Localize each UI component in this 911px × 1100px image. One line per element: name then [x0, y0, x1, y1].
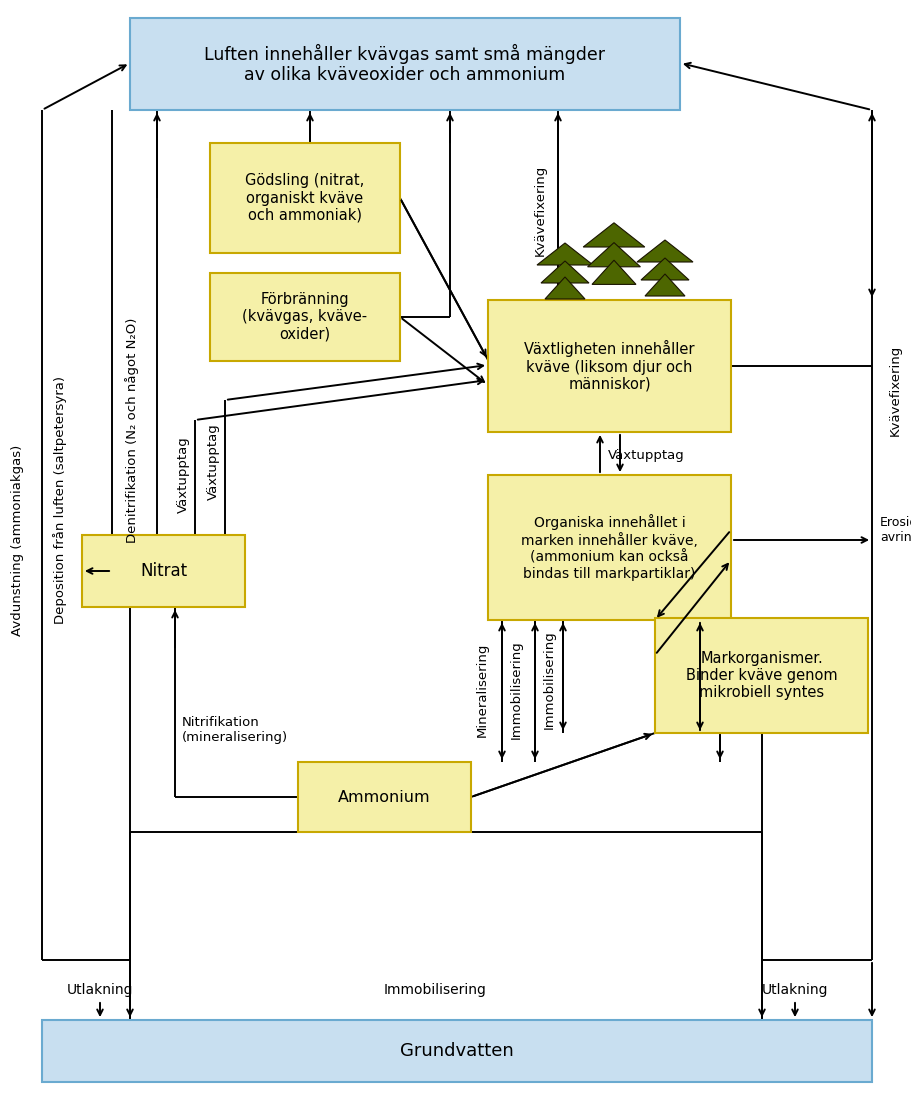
Text: Avdunstning (ammoniakgas): Avdunstning (ammoniakgas) [12, 444, 25, 636]
FancyBboxPatch shape [130, 18, 680, 110]
FancyBboxPatch shape [210, 143, 400, 253]
FancyBboxPatch shape [298, 762, 471, 832]
FancyBboxPatch shape [42, 1020, 872, 1082]
Polygon shape [637, 240, 693, 262]
Text: Nitrat: Nitrat [140, 562, 187, 580]
Polygon shape [545, 277, 585, 299]
Text: Växtligheten innehåller
kväve (liksom djur och
människor): Växtligheten innehåller kväve (liksom dj… [524, 340, 695, 392]
Text: Immobilisering: Immobilisering [542, 630, 556, 729]
FancyBboxPatch shape [655, 618, 868, 733]
Text: Utlakning: Utlakning [67, 983, 133, 997]
Text: Förbränning
(kvävgas, kväve-
oxider): Förbränning (kvävgas, kväve- oxider) [242, 293, 367, 342]
Text: Utlakning: Utlakning [762, 983, 828, 997]
Text: Erosion
avrinning: Erosion avrinning [880, 516, 911, 544]
Polygon shape [583, 223, 645, 248]
Text: Kvävefixering: Kvävefixering [888, 344, 902, 436]
Text: Grundvatten: Grundvatten [400, 1042, 514, 1060]
Polygon shape [541, 261, 589, 283]
Text: Växtupptag: Växtupptag [177, 437, 189, 514]
Text: Mineralisering: Mineralisering [476, 642, 488, 737]
Text: Organiska innehållet i
marken innehåller kväve,
(ammonium kan också
bindas till : Organiska innehållet i marken innehåller… [521, 515, 698, 581]
FancyBboxPatch shape [488, 300, 731, 432]
FancyBboxPatch shape [82, 535, 245, 607]
Text: Gödsling (nitrat,
organiskt kväve
och ammoniak): Gödsling (nitrat, organiskt kväve och am… [245, 173, 364, 223]
Text: Immobilisering: Immobilisering [384, 983, 486, 997]
Text: Ammonium: Ammonium [338, 790, 431, 804]
Text: Luften innehåller kvävgas samt små mängder
av olika kväveoxider och ammonium: Luften innehåller kvävgas samt små mängd… [204, 44, 606, 85]
Polygon shape [641, 258, 689, 280]
Text: Deposition från luften (saltpetersyra): Deposition från luften (saltpetersyra) [53, 376, 67, 624]
Polygon shape [588, 243, 640, 267]
Text: Immobilisering: Immobilisering [509, 640, 523, 739]
Text: Markorganismer.
Binder kväve genom
mikrobiell syntes: Markorganismer. Binder kväve genom mikro… [686, 650, 837, 701]
Polygon shape [662, 267, 668, 292]
Polygon shape [562, 270, 568, 295]
FancyBboxPatch shape [488, 475, 731, 620]
Polygon shape [610, 253, 618, 280]
Polygon shape [645, 274, 685, 296]
Polygon shape [537, 243, 593, 265]
Text: Kvävefixering: Kvävefixering [534, 164, 547, 255]
Text: Växtupptag: Växtupptag [207, 424, 220, 500]
FancyBboxPatch shape [210, 273, 400, 361]
Text: Växtupptag: Växtupptag [608, 449, 685, 462]
Text: Denitrifikation (N₂ och något N₂O): Denitrifikation (N₂ och något N₂O) [125, 317, 139, 542]
Text: Nitrifikation
(mineralisering): Nitrifikation (mineralisering) [182, 716, 288, 744]
Polygon shape [592, 261, 636, 285]
